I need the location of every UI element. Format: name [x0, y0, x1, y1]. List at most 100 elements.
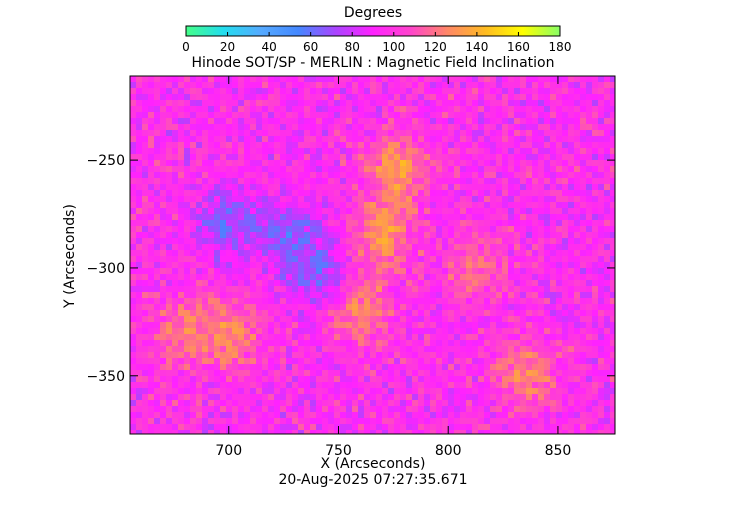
heatmap-cell — [130, 304, 136, 310]
heatmap-cell — [256, 166, 262, 172]
heatmap-cell — [520, 412, 526, 418]
heatmap-cell — [526, 418, 532, 424]
heatmap-cell — [370, 310, 376, 316]
heatmap-cell — [418, 340, 424, 346]
heatmap-cell — [364, 328, 370, 334]
heatmap-cell — [226, 358, 232, 364]
heatmap-cell — [358, 304, 364, 310]
heatmap-cell — [250, 88, 256, 94]
heatmap-cell — [352, 358, 358, 364]
heatmap-cell — [376, 316, 382, 322]
heatmap-cell — [280, 190, 286, 196]
heatmap-cell — [130, 232, 136, 238]
heatmap-cell — [298, 106, 304, 112]
heatmap-cell — [394, 208, 400, 214]
heatmap-cell — [610, 304, 615, 310]
heatmap-cell — [382, 136, 388, 142]
x-axis-label: X (Arcseconds) — [320, 456, 426, 472]
heatmap-cell — [466, 382, 472, 388]
heatmap-cell — [358, 400, 364, 406]
heatmap-cell — [280, 166, 286, 172]
heatmap-cell — [478, 280, 484, 286]
heatmap-cell — [382, 286, 388, 292]
heatmap-cell — [346, 322, 352, 328]
heatmap-cell — [280, 340, 286, 346]
heatmap-cell — [610, 124, 615, 130]
heatmap-cell — [388, 130, 394, 136]
heatmap-cell — [400, 166, 406, 172]
heatmap-cell — [178, 106, 184, 112]
heatmap-cell — [352, 250, 358, 256]
heatmap-cell — [154, 370, 160, 376]
heatmap-cell — [136, 418, 142, 424]
heatmap-cell — [382, 112, 388, 118]
heatmap-cell — [484, 232, 490, 238]
heatmap-cell — [226, 256, 232, 262]
heatmap-cell — [358, 130, 364, 136]
heatmap-cell — [520, 292, 526, 298]
heatmap-cell — [292, 202, 298, 208]
heatmap-cell — [430, 328, 436, 334]
heatmap-cell — [160, 424, 166, 430]
heatmap-cell — [430, 100, 436, 106]
heatmap-cell — [214, 214, 220, 220]
heatmap-cell — [154, 250, 160, 256]
heatmap-cell — [130, 334, 136, 340]
heatmap-cell — [328, 130, 334, 136]
heatmap-cell — [538, 88, 544, 94]
heatmap-cell — [136, 232, 142, 238]
heatmap-cell — [340, 208, 346, 214]
heatmap-cell — [538, 76, 544, 82]
heatmap-cell — [484, 130, 490, 136]
heatmap-cell — [244, 238, 250, 244]
heatmap-cell — [346, 292, 352, 298]
heatmap-cell — [232, 124, 238, 130]
heatmap-cell — [562, 184, 568, 190]
heatmap-cell — [388, 340, 394, 346]
heatmap-cell — [310, 112, 316, 118]
heatmap-cell — [478, 400, 484, 406]
heatmap-cell — [208, 334, 214, 340]
heatmap-cell — [160, 340, 166, 346]
heatmap-cell — [454, 148, 460, 154]
heatmap-cell — [526, 154, 532, 160]
heatmap-cell — [316, 76, 322, 82]
heatmap-cell — [418, 394, 424, 400]
heatmap-cell — [292, 214, 298, 220]
heatmap-cell — [190, 376, 196, 382]
heatmap-cell — [196, 88, 202, 94]
heatmap-cell — [568, 136, 574, 142]
heatmap-cell — [310, 184, 316, 190]
heatmap-cell — [604, 202, 610, 208]
heatmap-cell — [592, 76, 598, 82]
heatmap-cell — [448, 244, 454, 250]
heatmap-cell — [412, 238, 418, 244]
heatmap-cell — [568, 208, 574, 214]
heatmap-cell — [268, 298, 274, 304]
heatmap-cell — [538, 214, 544, 220]
heatmap-cell — [508, 352, 514, 358]
heatmap-cell — [298, 244, 304, 250]
heatmap-cell — [502, 406, 508, 412]
heatmap-cell — [520, 112, 526, 118]
heatmap-cell — [562, 328, 568, 334]
heatmap-cell — [160, 94, 166, 100]
heatmap-cell — [592, 334, 598, 340]
heatmap-cell — [292, 178, 298, 184]
heatmap-cell — [322, 394, 328, 400]
heatmap-cell — [502, 76, 508, 82]
heatmap-cell — [316, 274, 322, 280]
heatmap-cell — [298, 346, 304, 352]
heatmap-cell — [286, 214, 292, 220]
heatmap-cell — [550, 340, 556, 346]
heatmap-cell — [340, 304, 346, 310]
heatmap-cell — [412, 220, 418, 226]
heatmap-cell — [544, 202, 550, 208]
heatmap-cell — [268, 202, 274, 208]
heatmap-cell — [400, 292, 406, 298]
heatmap-cell — [280, 244, 286, 250]
heatmap-cell — [328, 274, 334, 280]
heatmap-cell — [148, 130, 154, 136]
heatmap-cell — [160, 100, 166, 106]
heatmap-cell — [202, 244, 208, 250]
